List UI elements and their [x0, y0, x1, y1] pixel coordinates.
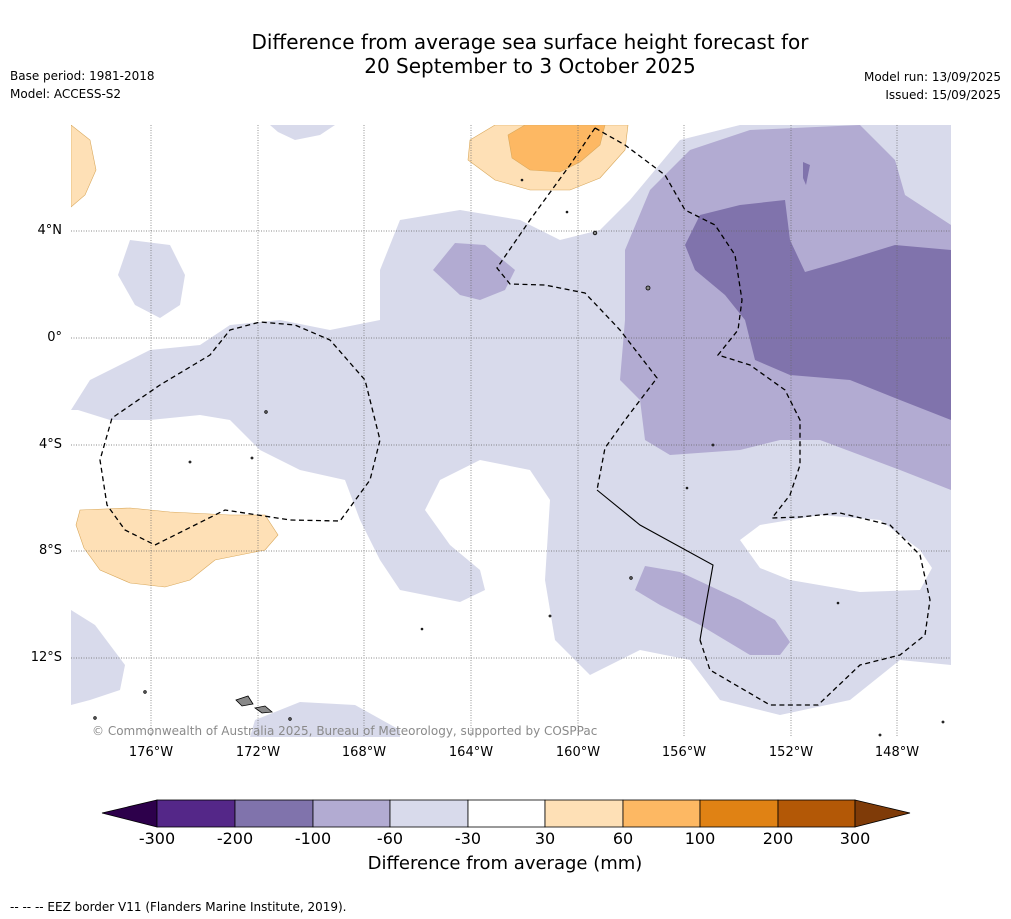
eez-legend-note: -- -- -- EEZ border V11 (Flanders Marine… [10, 900, 347, 914]
model-label: Model: ACCESS-S2 [10, 87, 122, 101]
island-dot [264, 410, 268, 414]
colorbar-swatch [544, 799, 624, 828]
colorbar-swatch [312, 799, 391, 828]
colorbar-tick: -100 [294, 829, 332, 848]
lon-label: 160°W [555, 745, 601, 760]
contour-blob-topright [935, 130, 951, 215]
base-period-label: Base period: 1981-2018 [10, 69, 155, 83]
title-line-2: 20 September to 3 October 2025 [364, 54, 696, 78]
colorbar-swatch [699, 799, 779, 828]
lon-label: 164°W [448, 745, 494, 760]
colorbar-swatch [234, 799, 314, 828]
lon-label: 148°W [874, 745, 920, 760]
islands [93, 178, 945, 737]
colorbar-tick: 30 [534, 829, 556, 848]
island-dot [629, 576, 633, 580]
title-line-1: Difference from average sea surface heig… [251, 30, 809, 54]
colorbar-tick: -300 [138, 829, 176, 848]
lat-label: 4°N [37, 223, 63, 238]
contour-blob-bottom [250, 702, 400, 737]
contour-band-60-top [507, 125, 606, 173]
contour-band-minus100 [685, 200, 951, 420]
island-dot [836, 601, 840, 605]
colorbar-tick: -60 [376, 829, 404, 848]
lon-label: 156°W [661, 745, 707, 760]
island-samoa-2 [254, 705, 273, 714]
graticule [71, 125, 951, 737]
island-dot [93, 716, 97, 720]
colorbar-swatch [156, 799, 236, 828]
colorbar-tick: 100 [684, 829, 716, 848]
colorbar-tick: 200 [762, 829, 794, 848]
colorbar-swatch [467, 799, 546, 828]
meta-left: Base period: 1981-2018 Model: ACCESS-S2 [10, 67, 155, 103]
island-dot [548, 614, 552, 618]
colorbar [101, 799, 911, 828]
lat-label: 0° [47, 330, 62, 345]
lon-label: 152°W [768, 745, 814, 760]
contour-stripe-se [635, 566, 790, 655]
colorbar-tick: 300 [839, 829, 871, 848]
colorbar-tick: 60 [612, 829, 634, 848]
model-run-label: Model run: 13/09/2025 [863, 70, 1001, 84]
colorbar-tick: -30 [454, 829, 482, 848]
island-dot [288, 717, 292, 721]
meta-right: Model run: 13/09/2025 Issued: 15/09/2025 [864, 68, 1001, 104]
map-title: Difference from average sea surface heig… [200, 30, 860, 78]
sea-height-contours [71, 125, 951, 737]
lon-label: 172°W [235, 745, 281, 760]
island-dot [420, 627, 424, 631]
eez-border-central [496, 127, 658, 491]
colorbar-swatch [777, 799, 856, 828]
colorbar-title: Difference from average (mm) [367, 853, 643, 874]
contour-dark-fleck [803, 162, 810, 185]
island-dot [143, 690, 147, 694]
colorbar-tick: -200 [216, 829, 254, 848]
eez-border-solid [596, 489, 714, 641]
copyright-notice: © Commonwealth of Australia 2025, Bureau… [92, 724, 598, 738]
contour-band-30-topleft [71, 125, 97, 208]
island-dot [188, 460, 192, 464]
colorbar-swatch [622, 799, 701, 828]
island-dot [565, 210, 569, 214]
island-samoa-1 [235, 695, 254, 707]
contour-hole-right [740, 515, 932, 592]
contour-blob-left [71, 610, 125, 705]
island-dot [685, 486, 689, 490]
island-dot [250, 456, 254, 460]
island-dot [878, 733, 882, 737]
colorbar-swatch-low [101, 799, 158, 828]
contour-blob-top [270, 125, 335, 140]
colorbar-swatch [389, 799, 469, 828]
lat-label: 4°S [38, 437, 62, 452]
lon-label: 176°W [128, 745, 174, 760]
colorbar-swatch-high [854, 799, 911, 828]
lon-label: 168°W [341, 745, 387, 760]
eez-borders [99, 127, 931, 706]
contour-blob-mid [433, 243, 515, 300]
island-dot [941, 720, 945, 724]
issued-label: Issued: 15/09/2025 [885, 88, 1001, 102]
island-dot [592, 230, 598, 236]
eez-border-north [594, 127, 931, 706]
island-dot [711, 443, 715, 447]
lat-label: 8°S [38, 543, 62, 558]
island-dot [645, 285, 651, 291]
contour-band-30-left [75, 507, 279, 588]
island-dot [520, 178, 524, 182]
lat-label: 12°S [30, 650, 62, 665]
contour-blob-tl [118, 240, 185, 318]
